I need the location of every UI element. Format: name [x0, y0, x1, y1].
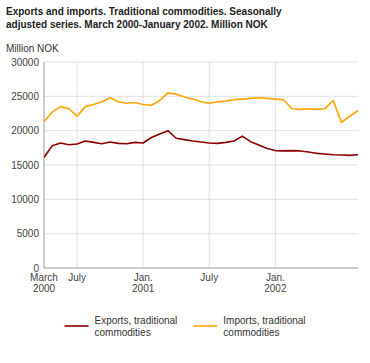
legend-label: Exports, traditionalcommodities	[95, 315, 178, 338]
y-axis-label: Million NOK	[6, 43, 59, 54]
legend-swatch	[193, 325, 217, 327]
y-tick-label: 15000	[11, 160, 39, 171]
x-tick-label: March2000	[30, 272, 58, 294]
chart: Exports and imports. Traditional commodi…	[0, 0, 370, 363]
y-tick-label: 20000	[11, 125, 39, 136]
y-grid-line	[44, 96, 358, 97]
y-grid-line	[44, 165, 358, 166]
x-tick-label: July	[200, 272, 218, 283]
y-tick-label: 30000	[11, 57, 39, 68]
legend-item: Imports, traditionalcommodities	[193, 315, 305, 338]
y-grid-line	[44, 199, 358, 200]
y-axis-line	[44, 62, 45, 268]
y-tick-label: 25000	[11, 91, 39, 102]
y-grid-line	[44, 268, 358, 269]
title: Exports and imports. Traditional commodi…	[6, 6, 282, 30]
x-tick-label: Jan.2002	[264, 272, 287, 294]
series-line	[44, 93, 358, 123]
legend: Exports, traditionalcommodities Imports, …	[65, 315, 306, 338]
x-axis-line	[44, 268, 358, 269]
x-grid-line	[209, 62, 210, 268]
grid	[44, 62, 358, 268]
x-grid-line	[77, 62, 78, 268]
x-grid-line	[44, 62, 45, 268]
y-grid-line	[44, 62, 358, 63]
legend-item: Exports, traditionalcommodities	[65, 315, 178, 338]
x-tick-label: Jan.2001	[132, 272, 155, 294]
y-grid-line	[44, 130, 358, 131]
legend-swatch	[65, 325, 89, 327]
series-line	[44, 131, 358, 158]
x-grid-line	[143, 62, 144, 268]
legend-label: Imports, traditionalcommodities	[223, 315, 305, 338]
x-grid-line	[275, 62, 276, 268]
plot-area	[44, 93, 358, 158]
y-tick-label: 5000	[17, 228, 40, 239]
y-grid-line	[44, 233, 358, 234]
x-tick-label: July	[68, 272, 86, 283]
y-tick-label: 10000	[11, 194, 39, 205]
